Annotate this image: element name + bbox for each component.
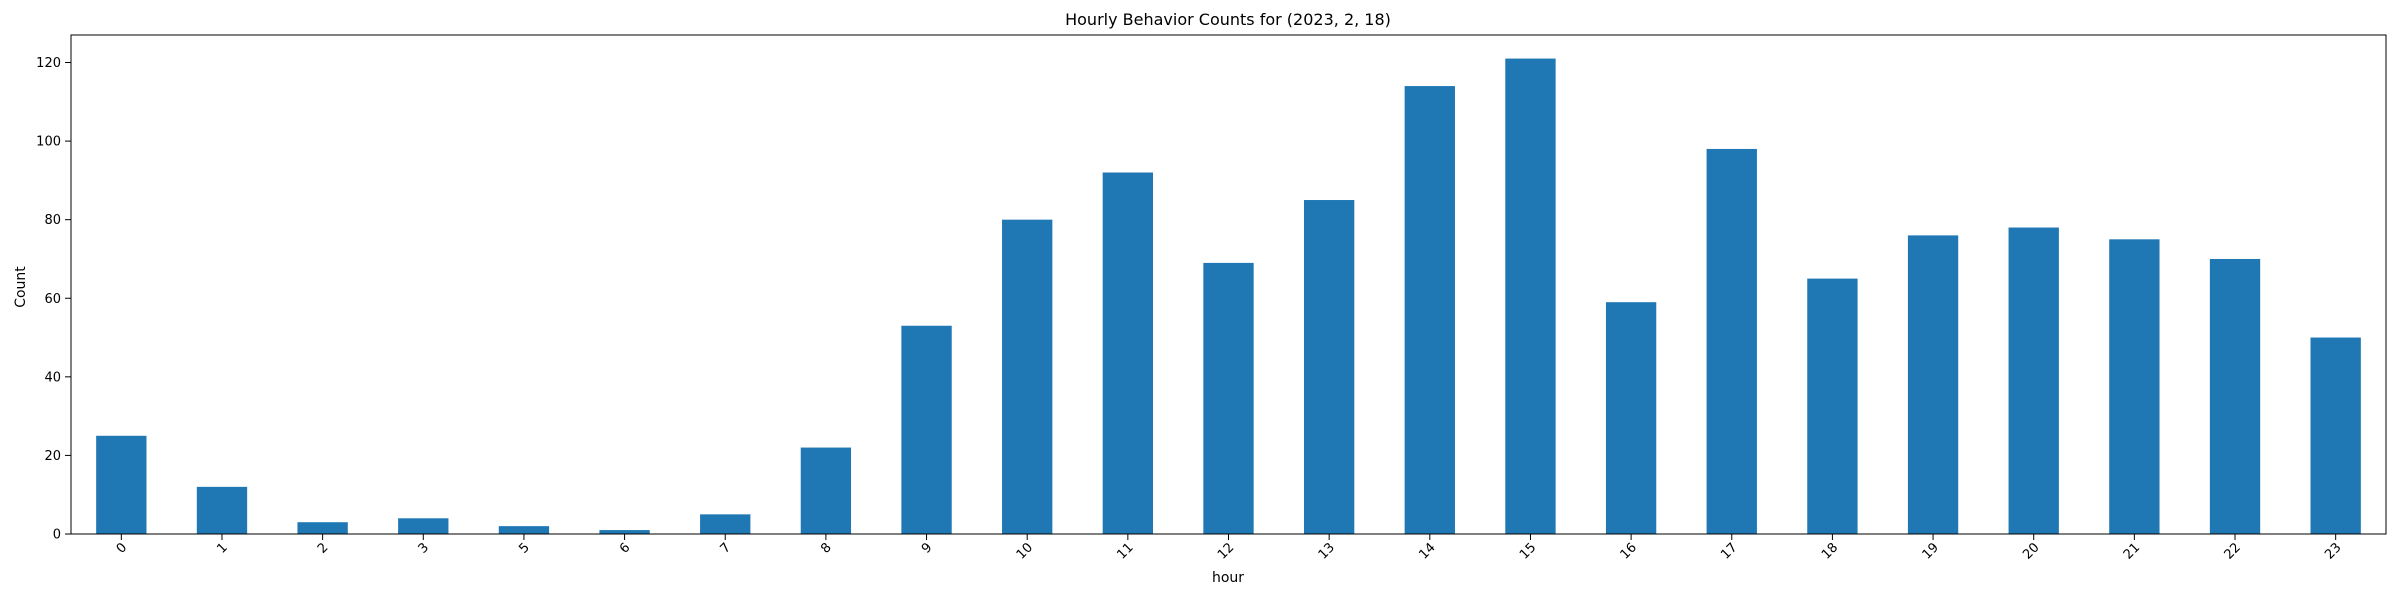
bar-hour-23 — [2310, 337, 2361, 534]
bar-hour-14 — [1404, 86, 1455, 535]
x-tick-label: 2 — [315, 540, 331, 556]
y-tick-label: 80 — [44, 213, 61, 228]
y-tick-label: 60 — [44, 292, 61, 307]
x-tick-label: 9 — [919, 540, 935, 556]
x-tick-label: 6 — [617, 540, 633, 556]
bar-hour-21 — [2109, 239, 2160, 535]
bar-hour-9 — [901, 325, 952, 534]
x-tick-label: 17 — [1718, 540, 1740, 562]
x-tick-label: 12 — [1215, 540, 1237, 562]
x-tick-label: 20 — [2020, 540, 2042, 562]
chart-title: Hourly Behavior Counts for (2023, 2, 18) — [1065, 10, 1391, 29]
x-axis-label: hour — [1212, 570, 1244, 586]
x-tick-label: 22 — [2222, 540, 2244, 562]
x-axis: 0 1 2 3 5 6 7 8 9 10 11 12 13 14 15 16 17 18 19 20 21 22 23 — [114, 534, 2345, 563]
y-tick-label: 100 — [36, 135, 61, 150]
bar-hour-5 — [498, 526, 550, 534]
x-tick-label: 23 — [2322, 540, 2344, 562]
bar-hour-17 — [1706, 148, 1757, 534]
bar-hour-12 — [1203, 262, 1254, 534]
y-tick-label: 120 — [36, 56, 61, 71]
bar-hour-20 — [2008, 227, 2059, 534]
x-tick-label: 15 — [1517, 540, 1539, 562]
y-tick-label: 40 — [44, 370, 61, 385]
bar-hour-0 — [96, 435, 147, 534]
x-tick-label: 7 — [718, 540, 734, 556]
bar-hour-11 — [1102, 172, 1154, 534]
bar-hour-19 — [1907, 235, 1959, 534]
x-tick-label: 21 — [2121, 540, 2143, 562]
x-tick-label: 13 — [1316, 540, 1338, 562]
bar-hour-3 — [398, 518, 449, 534]
x-tick-label: 5 — [516, 540, 532, 556]
y-axis-label: Count — [13, 266, 29, 308]
x-tick-label: 18 — [1819, 540, 1841, 562]
x-tick-label: 19 — [1920, 540, 1942, 562]
x-tick-label: 11 — [1114, 540, 1136, 562]
bar-hour-1 — [196, 486, 248, 534]
bar-hour-10 — [1002, 219, 1053, 534]
x-tick-label: 16 — [1618, 540, 1640, 562]
x-tick-label: 10 — [1014, 540, 1036, 562]
bar-hour-2 — [297, 522, 348, 534]
bars — [96, 58, 2361, 535]
y-tick-label: 20 — [44, 449, 61, 464]
bar-hour-13 — [1303, 200, 1355, 534]
bar-hour-7 — [700, 514, 751, 534]
bar-hour-6 — [599, 530, 650, 534]
y-tick-label: 0 — [53, 528, 61, 543]
bar-hour-18 — [1807, 278, 1858, 534]
x-tick-label: 0 — [114, 540, 130, 556]
x-tick-label: 3 — [416, 540, 432, 556]
bar-hour-22 — [2209, 258, 2261, 534]
bar-hour-8 — [800, 447, 852, 534]
bar-hour-15 — [1505, 58, 1556, 535]
plot-frame — [70, 34, 2387, 535]
x-tick-label: 8 — [818, 540, 834, 556]
x-tick-label: 14 — [1416, 540, 1438, 562]
bar-hour-16 — [1605, 302, 1657, 534]
y-axis: 0 20 40 60 80 100 120 — [36, 56, 71, 543]
x-tick-label: 1 — [214, 540, 230, 556]
